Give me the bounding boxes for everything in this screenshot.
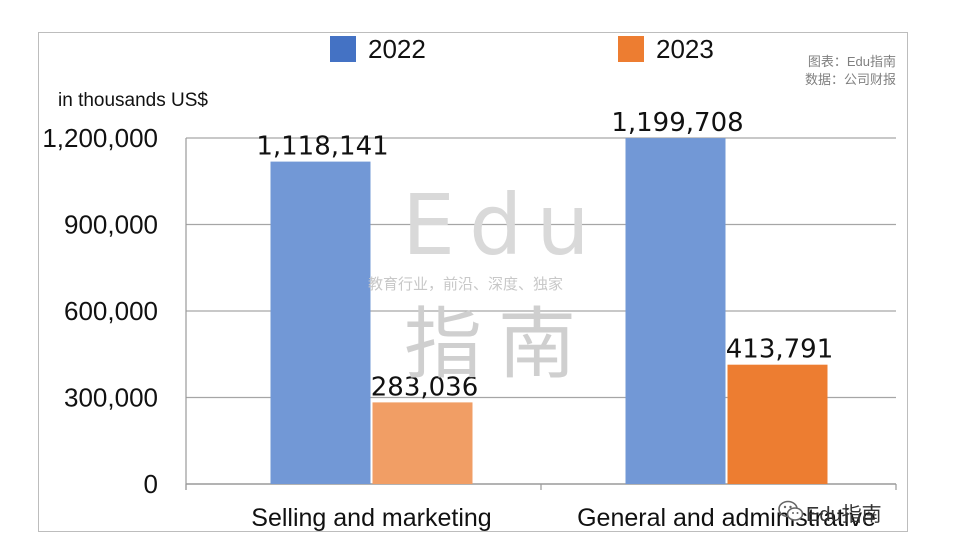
wechat-icon (778, 500, 804, 521)
y-tick-label: 600,000 (64, 296, 158, 326)
data-label-2022-1: 1,118,141 (256, 132, 388, 162)
x-category-label: Selling and marketing (251, 504, 491, 532)
source-line-data: 数据：公司财报 (804, 72, 896, 87)
watermark-cn: 指南 (404, 300, 593, 390)
brand-label: Edu指南 (806, 504, 882, 526)
source-line-chart: 图表：Edu指南 (807, 54, 896, 69)
y-axis-unit-label: in thousands US$ (58, 90, 208, 111)
bar-2023-2 (727, 364, 828, 484)
data-label-2023-1: 283,036 (371, 372, 479, 402)
bar-2022-2 (625, 138, 726, 484)
legend-swatch-2022 (330, 36, 356, 62)
x-category-label: General and administrative (577, 504, 876, 532)
y-tick-label: 0 (144, 469, 158, 499)
legend-label-2022: 2022 (368, 34, 426, 64)
legend-label-2023: 2023 (656, 34, 714, 64)
watermark-tagline: 教育行业，前沿、深度、独家 (368, 275, 564, 293)
source-note: 图表：Edu指南 数据：公司财报 (760, 53, 896, 89)
y-tick-label: 900,000 (64, 210, 158, 240)
y-tick-label: 1,200,000 (42, 123, 158, 153)
bar-2022-1 (270, 161, 371, 485)
bar-2023-1 (372, 402, 473, 484)
y-tick-label: 300,000 (64, 383, 158, 413)
data-label-2023-2: 413,791 (726, 335, 834, 365)
data-label-2022-2: 1,199,708 (611, 108, 743, 138)
watermark-edu: Edu (402, 176, 604, 274)
legend-swatch-2023 (618, 36, 644, 62)
